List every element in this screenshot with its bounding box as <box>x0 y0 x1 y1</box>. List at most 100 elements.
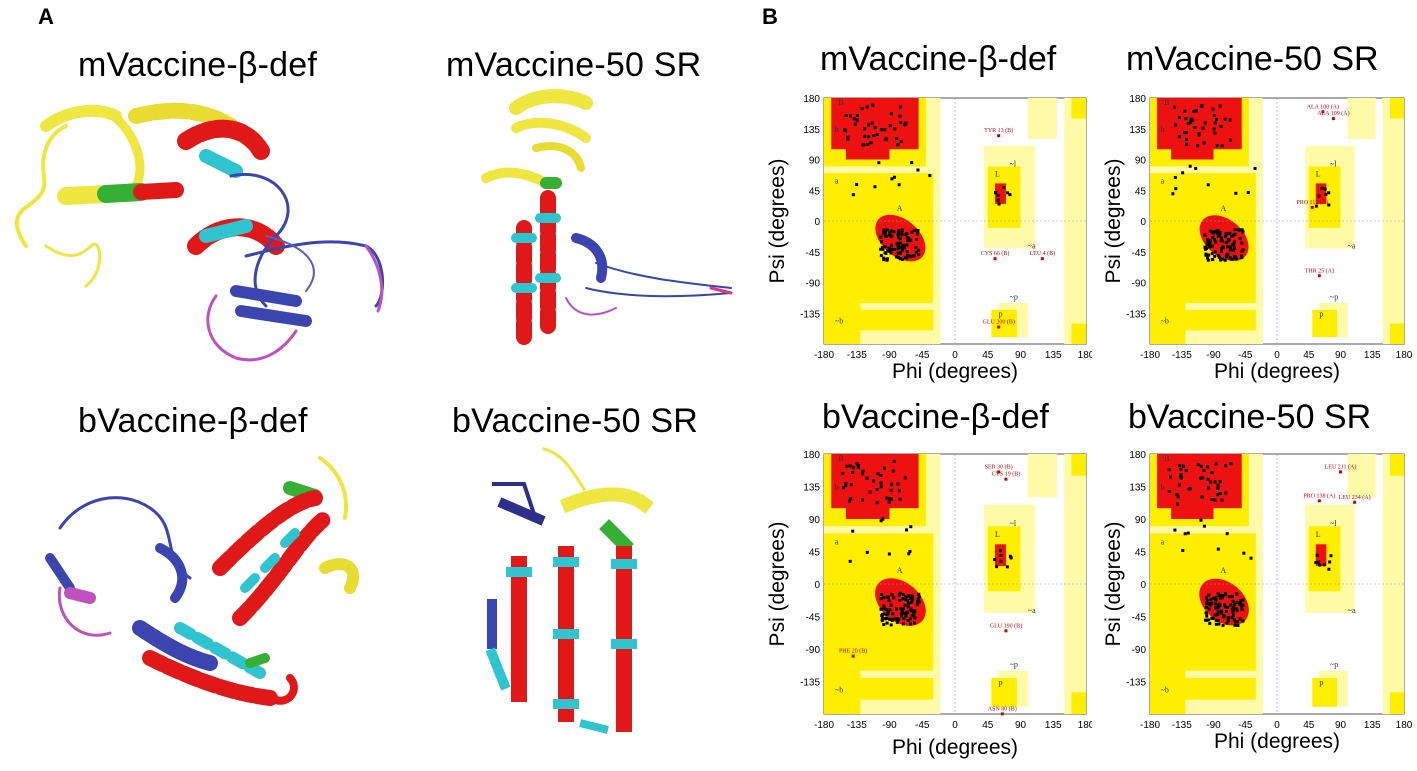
residue-point <box>882 596 886 600</box>
residue-point <box>867 123 871 127</box>
residue-point <box>1169 475 1173 479</box>
outlier-label: SER 30 (B) <box>985 463 1013 470</box>
outlier-point <box>1310 205 1314 209</box>
plot-title-3: bVaccine-β-def <box>822 398 1049 436</box>
residue-point <box>1218 593 1222 597</box>
outlier-point <box>993 257 997 261</box>
residue-point <box>885 496 889 500</box>
residue-point <box>1239 598 1243 602</box>
region-allowed <box>1171 677 1256 700</box>
y-tick-label: -45 <box>806 613 821 624</box>
region-generous <box>1347 98 1376 139</box>
residue-point <box>906 605 910 609</box>
residue-point <box>1224 464 1228 468</box>
residue-point <box>842 486 846 490</box>
residue-point <box>1231 608 1235 612</box>
x-tick-label: -180 <box>814 350 834 361</box>
residue-point <box>1240 249 1244 253</box>
residue-point <box>1185 142 1189 146</box>
region-letter: p <box>1319 310 1323 319</box>
y-tick-label: 135 <box>803 483 820 494</box>
y-tick-label: 45 <box>809 186 821 197</box>
residue-point <box>1207 593 1211 597</box>
residue-point <box>905 250 909 254</box>
residue-point <box>1200 495 1204 499</box>
outlier-point <box>997 325 1001 329</box>
residue-point <box>908 622 912 626</box>
residue-point <box>895 137 899 141</box>
residue-point <box>1321 186 1325 190</box>
residue-point <box>842 128 846 132</box>
region-allowed <box>991 309 1017 338</box>
x-tick-label: 0 <box>952 720 958 731</box>
residue-point <box>1223 605 1227 609</box>
outlier-label: THR 25 (A) <box>1305 267 1334 274</box>
residue-point <box>849 497 853 501</box>
residue-point <box>848 499 852 503</box>
residue-point <box>1216 618 1220 622</box>
region-core-left-helix <box>1315 544 1327 566</box>
residue-point <box>1210 252 1214 256</box>
region-letter: ~l <box>1010 159 1017 168</box>
residue-point <box>898 105 902 109</box>
residue-point <box>1219 609 1223 613</box>
residue-point <box>1217 255 1221 259</box>
residue-point <box>910 230 914 234</box>
residue-point <box>1228 256 1232 260</box>
residue-point <box>915 603 919 607</box>
residue-point <box>851 470 855 474</box>
region-allowed <box>1171 309 1256 331</box>
residue-point <box>906 599 910 603</box>
y-tick-label: -90 <box>806 279 821 290</box>
residue-point <box>1206 465 1210 469</box>
ramachandran-svg: Bb a A Lp ~b ~a ~l ~p -180 -135 -90 -45 0 45 90 135 180 1… <box>766 94 1095 383</box>
residue-point <box>879 597 883 601</box>
residue-point <box>903 611 907 615</box>
residue-point <box>1211 107 1215 111</box>
residue-point <box>1210 471 1214 475</box>
residue-point <box>1238 236 1242 240</box>
residue-point <box>895 607 899 611</box>
region-letter: p <box>1319 678 1323 687</box>
residue-point <box>1228 231 1232 235</box>
residue-point <box>898 241 902 245</box>
residue-point <box>1183 532 1187 536</box>
residue-point <box>904 233 908 237</box>
residue-point <box>905 253 909 257</box>
residue-point <box>1205 243 1209 247</box>
region-core-alpha <box>1199 215 1249 261</box>
region-letter: ~p <box>1010 660 1018 669</box>
residue-point <box>908 617 912 621</box>
residue-point <box>1208 242 1212 246</box>
region-generous <box>1027 98 1057 139</box>
residue-point <box>1219 249 1223 253</box>
x-axis-label: Phi (degrees) <box>892 736 1018 759</box>
outlier-label: TYR 13 (B) <box>984 127 1013 134</box>
x-tick-label: -90 <box>1206 720 1221 731</box>
residue-point <box>1314 560 1318 564</box>
residue-point <box>1205 256 1209 260</box>
residue-point <box>882 607 886 611</box>
residue-point <box>1002 186 1006 190</box>
residue-point <box>898 591 902 595</box>
residue-point <box>898 257 902 261</box>
region-letter: ~p <box>1010 293 1018 302</box>
region-letter: ~a <box>1348 606 1356 615</box>
residue-point <box>1317 194 1321 198</box>
residue-point <box>853 122 857 126</box>
y-tick-label: -90 <box>806 645 821 656</box>
residue-point <box>1203 121 1207 125</box>
x-tick-label: 90 <box>1335 720 1347 731</box>
residue-point <box>917 592 921 596</box>
residue-point <box>1224 609 1228 613</box>
residue-point <box>882 228 886 232</box>
residue-point <box>1206 477 1210 481</box>
y-tick-label: 0 <box>1140 580 1146 591</box>
region-letter: B <box>1164 454 1169 463</box>
residue-point <box>1188 164 1192 168</box>
residue-point <box>1230 616 1234 620</box>
residue-point <box>1199 476 1203 480</box>
residue-point <box>844 482 848 486</box>
residue-point <box>885 621 889 625</box>
residue-point <box>1241 619 1245 623</box>
